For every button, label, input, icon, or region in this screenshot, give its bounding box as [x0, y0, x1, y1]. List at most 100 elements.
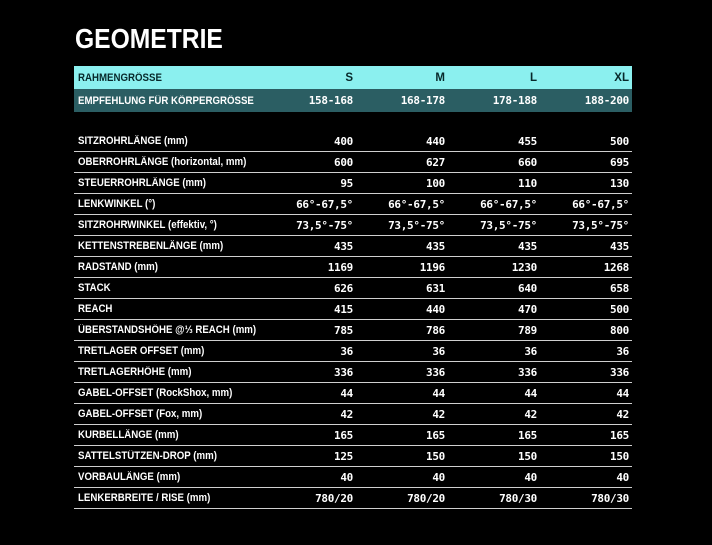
row-value-m: 780/20 [407, 491, 445, 505]
row-label-cell: TRETLAGER OFFSET (mm) [74, 345, 264, 357]
row-label: GABEL-OFFSET (RockShox, mm) [78, 387, 233, 399]
row-label-cell: VORBAULÄNGE (mm) [74, 471, 264, 483]
row-value-xl: 435 [610, 239, 629, 253]
row-value-l: 455 [518, 134, 537, 148]
row-value-s: 66°-67,5° [296, 197, 353, 211]
table-row: TRETLAGERHÖHE (mm) 336 336 336 336 [74, 362, 632, 383]
body-height-value-m: 168-178 [400, 94, 446, 107]
row-value-xl: 695 [610, 155, 629, 169]
body-height-label: EMPFEHLUNG FÜR KÖRPERGRÖSSE [78, 94, 254, 107]
row-label-cell: REACH [74, 303, 264, 315]
row-value-m: 440 [426, 134, 445, 148]
body-height-label-cell: EMPFEHLUNG FÜR KÖRPERGRÖSSE [74, 95, 264, 107]
geometry-table: RAHMENGRÖSSE S M L XL EMPFEHLUNG FÜR KÖR… [74, 66, 632, 509]
row-label: TRETLAGERHÖHE (mm) [78, 366, 192, 378]
row-value-l: 165 [518, 428, 537, 442]
row-value-m: 440 [426, 302, 445, 316]
size-column-m: M [435, 71, 445, 84]
row-label-cell: LENKERBREITE / RISE (mm) [74, 492, 264, 504]
row-value-s: 125 [334, 449, 353, 463]
row-value-xl: 42 [616, 407, 629, 421]
row-label-cell: OBERROHRLÄNGE (horizontal, mm) [74, 156, 264, 168]
row-label-cell: KURBELLÄNGE (mm) [74, 429, 264, 441]
row-value-xl: 40 [616, 470, 629, 484]
row-value-s: 73,5°-75° [296, 218, 353, 232]
table-row: LENKERBREITE / RISE (mm) 780/20 780/20 7… [74, 488, 632, 509]
row-value-l: 150 [518, 449, 537, 463]
row-value-l: 42 [524, 407, 537, 421]
row-value-m: 1196 [419, 260, 446, 274]
row-value-l: 66°-67,5° [480, 197, 537, 211]
row-value-s: 40 [340, 470, 353, 484]
body-height-value-xl: 188-200 [584, 94, 630, 107]
frame-size-header-row: RAHMENGRÖSSE S M L XL [74, 66, 632, 89]
row-value-m: 165 [426, 428, 445, 442]
row-label: SITZROHRLÄNGE (mm) [78, 135, 188, 147]
body-height-value-s: 158-168 [308, 94, 354, 107]
row-value-s: 400 [334, 134, 353, 148]
row-value-s: 42 [340, 407, 353, 421]
row-label: KETTENSTREBENLÄNGE (mm) [78, 240, 224, 252]
row-value-xl: 780/30 [591, 491, 629, 505]
row-value-s: 44 [340, 386, 353, 400]
body-height-value-l: 178-188 [492, 94, 538, 107]
row-value-l: 40 [524, 470, 537, 484]
row-value-l: 780/30 [499, 491, 537, 505]
row-value-l: 789 [518, 323, 537, 337]
table-row: SATTELSTÜTZEN-DROP (mm) 125 150 150 150 [74, 446, 632, 467]
row-label-cell: LENKWINKEL (°) [74, 198, 264, 210]
row-label: RADSTAND (mm) [78, 261, 158, 273]
row-label: SATTELSTÜTZEN-DROP (mm) [78, 450, 217, 462]
row-value-xl: 150 [610, 449, 629, 463]
row-label-cell: SITZROHRWINKEL (effektiv, °) [74, 219, 264, 231]
row-value-l: 470 [518, 302, 537, 316]
row-value-l: 640 [518, 281, 537, 295]
table-row: LENKWINKEL (°) 66°-67,5° 66°-67,5° 66°-6… [74, 194, 632, 215]
table-row: REACH 415 440 470 500 [74, 299, 632, 320]
row-label: VORBAULÄNGE (mm) [78, 471, 181, 483]
frame-size-header-label: RAHMENGRÖSSE [78, 71, 162, 84]
table-row: OBERROHRLÄNGE (horizontal, mm) 600 627 6… [74, 152, 632, 173]
row-value-xl: 66°-67,5° [572, 197, 629, 211]
row-value-m: 786 [426, 323, 445, 337]
row-label: STEUERROHRLÄNGE (mm) [78, 177, 206, 189]
row-value-xl: 500 [610, 134, 629, 148]
row-label-cell: KETTENSTREBENLÄNGE (mm) [74, 240, 264, 252]
body-height-recommendation-row: EMPFEHLUNG FÜR KÖRPERGRÖSSE 158-168 168-… [74, 89, 632, 112]
row-label: KURBELLÄNGE (mm) [78, 429, 179, 441]
row-value-xl: 658 [610, 281, 629, 295]
row-value-l: 73,5°-75° [480, 218, 537, 232]
row-label-cell: RADSTAND (mm) [74, 261, 264, 273]
row-value-xl: 44 [616, 386, 629, 400]
row-value-l: 336 [518, 365, 537, 379]
row-value-xl: 165 [610, 428, 629, 442]
row-label-cell: SITZROHRLÄNGE (mm) [74, 135, 264, 147]
size-column-s: S [345, 71, 353, 84]
row-value-xl: 36 [616, 344, 629, 358]
row-label-cell: STACK [74, 282, 264, 294]
row-value-m: 36 [432, 344, 445, 358]
row-label: GABEL-OFFSET (Fox, mm) [78, 408, 203, 420]
row-value-m: 150 [426, 449, 445, 463]
row-value-s: 165 [334, 428, 353, 442]
row-label-cell: GABEL-OFFSET (Fox, mm) [74, 408, 264, 420]
geometry-rows: SITZROHRLÄNGE (mm) 400 440 455 500 OBERR… [74, 131, 632, 509]
row-value-s: 95 [340, 176, 353, 190]
table-row: SITZROHRLÄNGE (mm) 400 440 455 500 [74, 131, 632, 152]
row-value-s: 336 [334, 365, 353, 379]
row-label: STACK [78, 282, 111, 294]
row-value-m: 40 [432, 470, 445, 484]
table-row: TRETLAGER OFFSET (mm) 36 36 36 36 [74, 341, 632, 362]
table-row: VORBAULÄNGE (mm) 40 40 40 40 [74, 467, 632, 488]
table-row: SITZROHRWINKEL (effektiv, °) 73,5°-75° 7… [74, 215, 632, 236]
table-row: GABEL-OFFSET (Fox, mm) 42 42 42 42 [74, 404, 632, 425]
row-value-xl: 800 [610, 323, 629, 337]
row-value-xl: 73,5°-75° [572, 218, 629, 232]
row-value-s: 435 [334, 239, 353, 253]
row-label-cell: SATTELSTÜTZEN-DROP (mm) [74, 450, 264, 462]
row-value-l: 660 [518, 155, 537, 169]
row-label: ÜBERSTANDSHÖHE @⅓ REACH (mm) [78, 324, 257, 336]
row-value-l: 1230 [511, 260, 538, 274]
row-value-m: 73,5°-75° [388, 218, 445, 232]
row-label-cell: GABEL-OFFSET (RockShox, mm) [74, 387, 264, 399]
